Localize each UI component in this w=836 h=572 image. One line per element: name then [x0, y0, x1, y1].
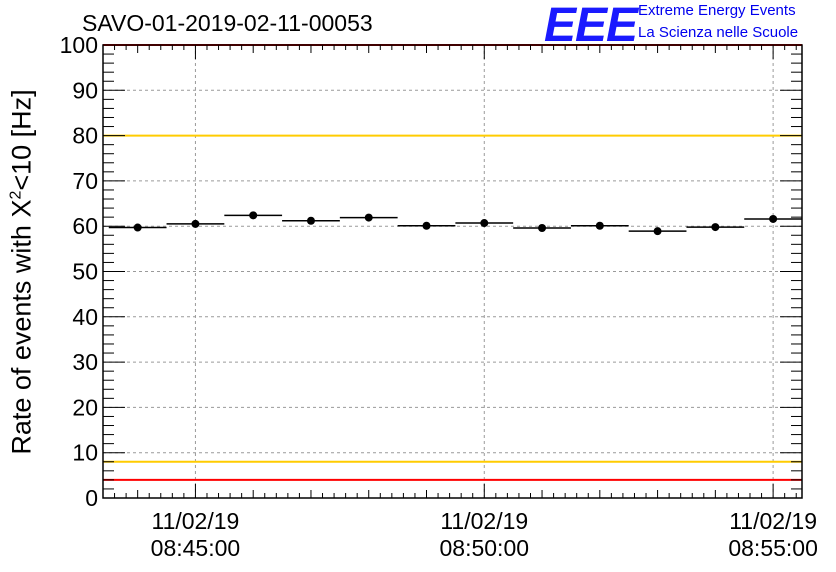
y-axis-label-suffix: <10 [Hz]: [6, 89, 37, 191]
eee-logo: EEE: [544, 0, 638, 52]
data-point: [769, 214, 778, 223]
y-axis-label: Rate of events with X2<10 [Hz]: [7, 89, 38, 454]
x-tick-label-date: 11/02/19: [729, 508, 818, 534]
y-tick-label: 10: [72, 440, 98, 466]
data-point: [422, 221, 431, 230]
data-point: [306, 216, 315, 225]
y-tick-label: 60: [72, 213, 98, 239]
y-tick-label: 40: [72, 304, 98, 330]
x-tick-label: 11/02/19 08:50:00: [414, 508, 554, 562]
data-point: [595, 221, 604, 230]
y-tick-label: 30: [72, 349, 98, 375]
y-tick-label: 50: [72, 259, 98, 285]
data-point: [133, 223, 142, 232]
x-tick-label: 11/02/19 08:45:00: [125, 508, 265, 562]
x-tick-label-time: 08:55:00: [728, 535, 818, 561]
data-point: [653, 227, 662, 236]
logo-line-2: La Scienza nelle Scuole: [638, 24, 799, 41]
data-point: [249, 211, 258, 220]
data-point: [364, 213, 373, 222]
y-tick-label: 100: [60, 32, 98, 58]
data-point: [538, 224, 547, 233]
x-tick-label-date: 11/02/19: [440, 508, 529, 534]
y-tick-label: 20: [72, 394, 98, 420]
y-axis-label-sup: 2: [7, 190, 25, 200]
data-point: [711, 223, 720, 232]
x-tick-label: 11/02/19 08:55:00: [703, 508, 836, 562]
x-tick-label-time: 08:45:00: [150, 535, 241, 561]
data-point: [191, 219, 200, 228]
y-axis-label-prefix: Rate of events with X: [6, 199, 37, 455]
x-tick-label-date: 11/02/19: [151, 508, 240, 534]
data-point: [480, 219, 489, 228]
x-tick-label-time: 08:50:00: [439, 535, 530, 561]
logo-line-1: Extreme Energy Events: [638, 2, 796, 19]
y-tick-label: 80: [72, 123, 98, 149]
y-tick-label: 90: [72, 77, 98, 103]
y-tick-label: 0: [85, 485, 98, 511]
chart-title: SAVO-01-2019-02-11-00053: [82, 10, 373, 36]
y-tick-label: 70: [72, 168, 98, 194]
